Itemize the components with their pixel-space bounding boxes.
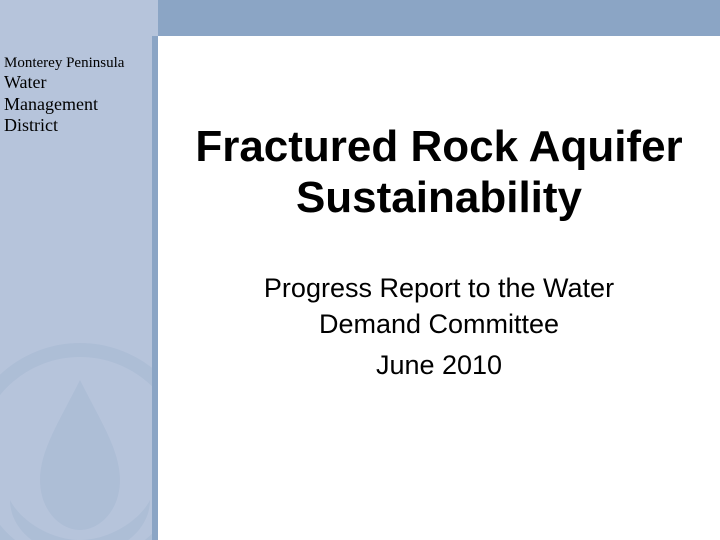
title-line-1: Fractured Rock Aquifer bbox=[164, 122, 714, 173]
sidebar: Monterey Peninsula Water Management Dist… bbox=[0, 0, 158, 540]
slide-subtitle: Progress Report to the Water Demand Comm… bbox=[158, 270, 720, 383]
title-line-2: Sustainability bbox=[164, 173, 714, 224]
slide-title: Fractured Rock Aquifer Sustainability bbox=[158, 122, 720, 223]
subtitle-line-1: Progress Report to the Water bbox=[198, 270, 680, 306]
org-line-1: Monterey Peninsula bbox=[4, 54, 152, 72]
org-line-4: District bbox=[4, 115, 152, 137]
org-line-2: Water bbox=[4, 72, 152, 94]
slide-date: June 2010 bbox=[198, 347, 680, 383]
subtitle-line-2: Demand Committee bbox=[198, 306, 680, 342]
organization-name: Monterey Peninsula Water Management Dist… bbox=[4, 54, 152, 137]
main-content: Fractured Rock Aquifer Sustainability Pr… bbox=[158, 36, 720, 540]
org-line-3: Management bbox=[4, 94, 152, 116]
water-drop-logo-icon bbox=[0, 340, 158, 540]
